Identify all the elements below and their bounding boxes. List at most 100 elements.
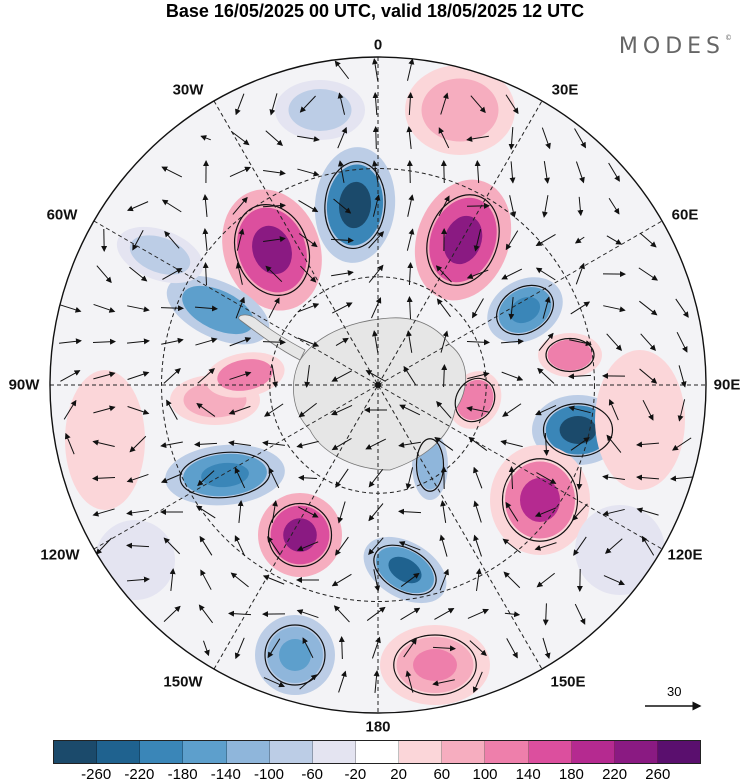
anomaly-shading <box>559 416 597 444</box>
wind-vector <box>368 264 384 283</box>
wind-vector <box>508 466 515 490</box>
anomaly-shading <box>95 520 175 600</box>
anomaly-contour <box>454 377 496 423</box>
wind-vector <box>372 126 379 150</box>
wind-vector <box>436 298 451 318</box>
lon-label-30w: 30W <box>172 81 204 99</box>
wind-vector <box>59 338 82 345</box>
wind-vector <box>441 364 448 388</box>
wind-vector <box>298 474 317 481</box>
wind-vector <box>299 95 316 113</box>
wind-vector <box>335 536 349 556</box>
wind-vector <box>608 398 619 421</box>
wind-vector <box>469 640 487 657</box>
lon-label-30e: 30E <box>551 81 579 99</box>
wind-vector <box>296 541 319 552</box>
anomaly-contour <box>542 403 614 457</box>
anomaly-shading <box>129 235 191 275</box>
wind-vector <box>577 196 584 217</box>
wind-vector <box>406 160 413 184</box>
wind-vector <box>405 467 414 490</box>
wind-vector <box>432 679 455 687</box>
wind-vector <box>161 337 184 345</box>
wind-vector <box>473 500 482 523</box>
wind-vector <box>640 333 656 351</box>
wind-vector <box>298 506 319 518</box>
wind-vector <box>338 670 347 693</box>
wind-vector <box>440 500 447 523</box>
wind-vector <box>467 371 490 380</box>
wind-vector <box>195 337 218 346</box>
wind-vector <box>166 399 178 420</box>
colorbar-tick-label: -100 <box>253 766 285 783</box>
wind-vector <box>399 404 421 416</box>
wind-vector <box>675 298 689 318</box>
wind-vector <box>434 608 455 620</box>
wind-vector <box>436 400 452 419</box>
wind-vector <box>535 267 556 281</box>
anomaly-contour <box>264 624 326 686</box>
wind-vector <box>59 304 82 313</box>
wind-vector <box>335 468 349 488</box>
wind-vector <box>163 537 181 555</box>
wind-vector <box>472 671 483 694</box>
wind-vector <box>603 305 626 313</box>
wind-vector <box>368 503 384 522</box>
wind-vector <box>371 636 381 659</box>
anomaly-shading <box>182 285 254 335</box>
wind-vector <box>398 541 421 551</box>
wind-vector <box>365 370 386 382</box>
anomaly-shading <box>520 478 560 522</box>
lon-label-60w: 60W <box>46 206 78 224</box>
wind-vector <box>466 269 489 279</box>
anomaly-shading <box>509 296 541 324</box>
colorbar-tick-label: 60 <box>433 766 451 783</box>
antarctica-landmass <box>293 317 467 471</box>
wind-vector <box>670 475 694 482</box>
wind-vector <box>467 608 489 619</box>
wind-vector <box>575 161 585 184</box>
wind-vector <box>297 135 320 142</box>
colorbar-tick-label: 220 <box>602 766 628 783</box>
wind-vector <box>576 467 583 490</box>
wind-vector <box>636 507 659 516</box>
wind-vector <box>335 337 349 347</box>
wind-vector <box>571 503 588 521</box>
colorbar-tick-label: -180 <box>167 766 198 783</box>
meridian-line <box>93 220 663 550</box>
colorbar-swatch <box>399 741 443 763</box>
wind-vector <box>129 435 147 453</box>
wind-vector <box>406 126 413 149</box>
wind-vector <box>265 130 283 146</box>
colorbar-tick-label: 100 <box>472 766 498 783</box>
wind-vector <box>432 645 456 652</box>
wind-vector <box>197 368 215 384</box>
wind-vector <box>235 296 245 319</box>
wind-vector <box>400 607 421 621</box>
anomaly-contour <box>393 634 477 696</box>
wind-vector <box>234 467 246 489</box>
wind-vector <box>470 95 486 114</box>
wind-vector <box>331 437 352 451</box>
wind-vector <box>509 161 516 184</box>
colorbar-tick-label: -260 <box>81 766 112 783</box>
wind-vector <box>127 405 150 415</box>
colorbar-swatch <box>657 741 701 763</box>
wind-vector <box>198 604 214 624</box>
wind-vector <box>466 339 490 346</box>
wind-vector <box>372 330 379 353</box>
wind-vector <box>127 371 150 380</box>
wind-vector <box>608 162 620 182</box>
reference-vector-label: 30 <box>667 684 682 699</box>
wind-vector <box>337 501 346 524</box>
wind-vector <box>262 574 285 585</box>
wind-vector <box>202 262 209 286</box>
wind-vector <box>466 135 489 142</box>
wind-vector <box>262 202 286 209</box>
wind-vector <box>575 262 585 285</box>
south-pole-marker <box>375 382 381 388</box>
wind-vector <box>262 339 286 346</box>
wind-vector <box>331 370 352 382</box>
anomaly-shading <box>283 518 317 552</box>
wind-vector <box>407 262 414 286</box>
